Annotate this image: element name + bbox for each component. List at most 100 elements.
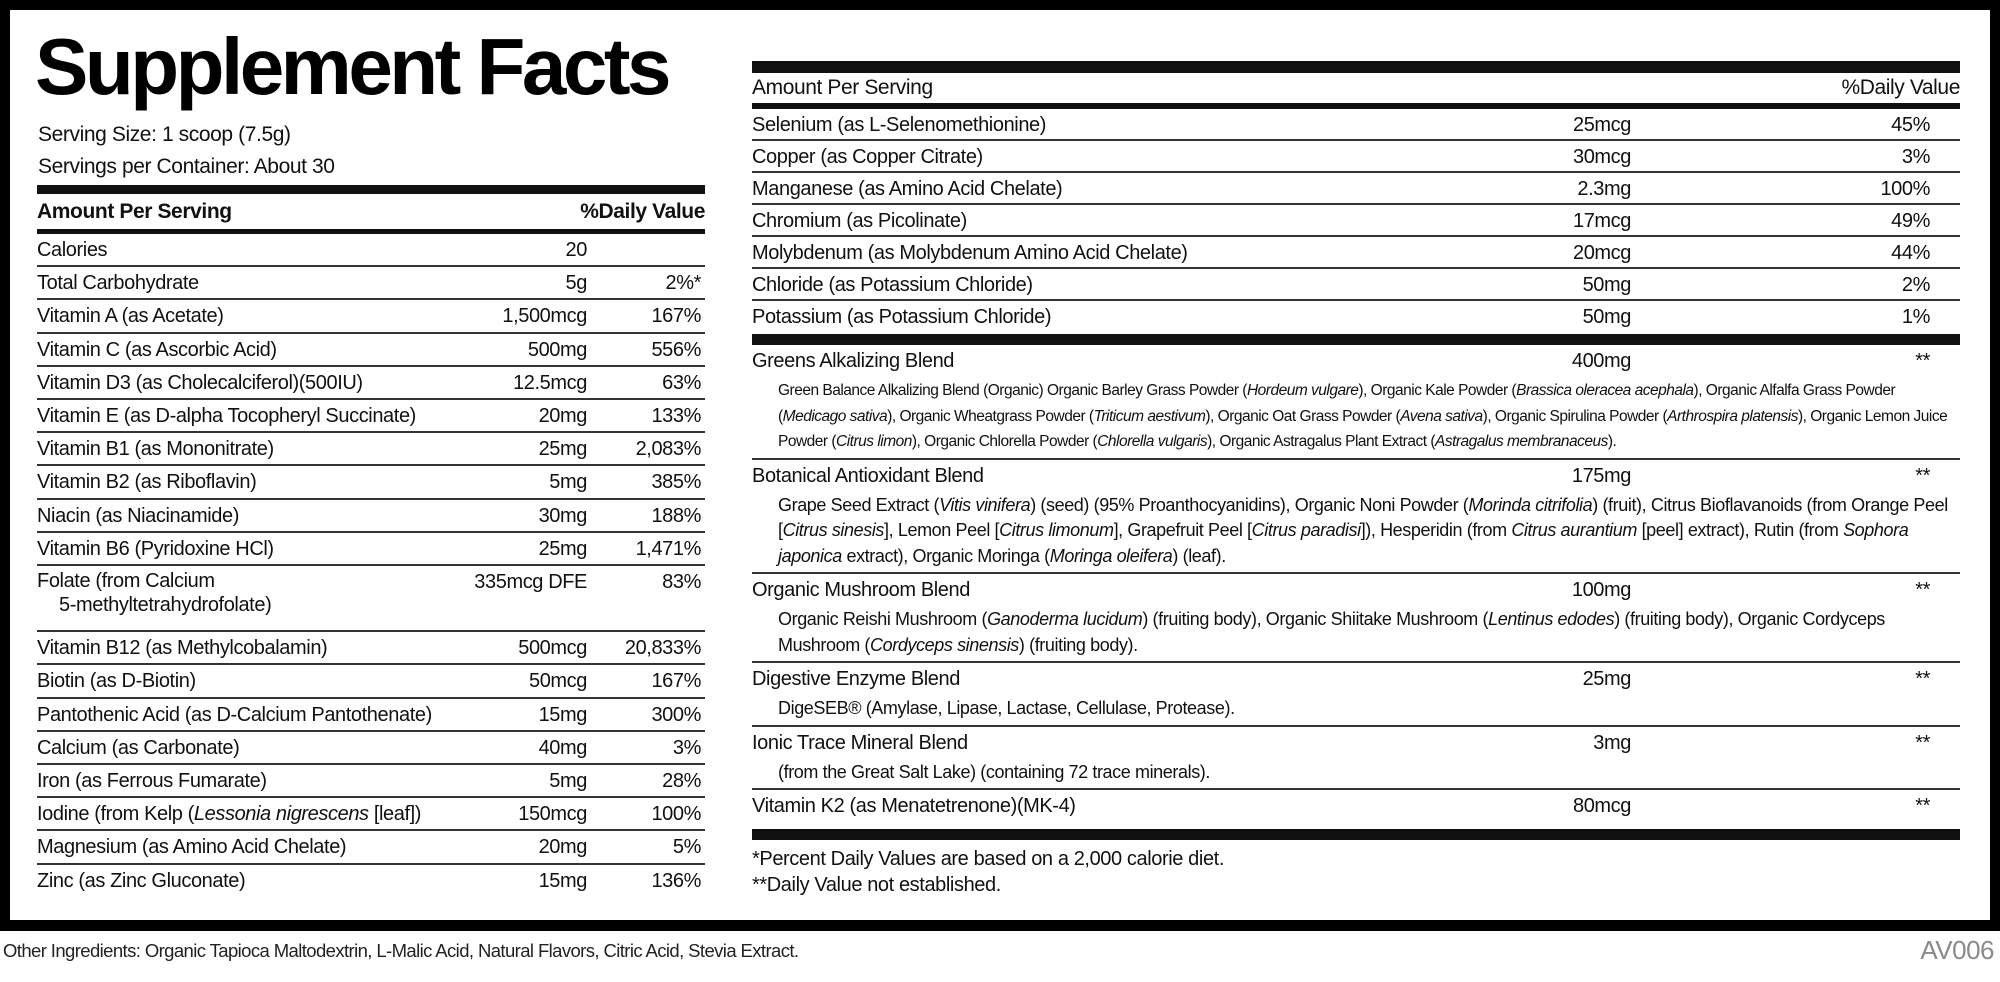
- header-amount-per-serving: Amount Per Serving: [37, 200, 232, 223]
- latin-name: Cordyceps sinensis: [870, 634, 1019, 655]
- text-segment: ) (seed) (95% Proanthocyanidins), Organi…: [1030, 494, 1469, 515]
- nutrient-name-line: Niacin (as Niacinamide): [37, 504, 239, 527]
- latin-name: Hordeum vulgare: [1246, 382, 1359, 399]
- nutrient-name: Organic Mushroom Blend: [752, 577, 970, 603]
- text-segment: Organic Reishi Mushroom (: [778, 609, 988, 629]
- nutrient-name: Ionic Trace Mineral Blend: [752, 730, 968, 756]
- latin-name: Citrus paradisi: [1251, 520, 1361, 540]
- daily-value: 49%: [1891, 210, 1930, 232]
- table-row: Chloride (as Potassium Chloride) 50mg 2%: [752, 269, 1960, 301]
- daily-value: 133%: [651, 404, 701, 427]
- latin-name: Citrus limonum: [999, 520, 1114, 540]
- nutrient-name: Zinc (as Zinc Gluconate): [37, 868, 246, 894]
- nutrient-name: Manganese (as Amino Acid Chelate): [752, 176, 1063, 202]
- blend-row: Ionic Trace Mineral Blend 3mg **: [752, 727, 1960, 759]
- table-row: Total Carbohydrate 5g 2%*: [37, 267, 705, 301]
- table-row: Vitamin E (as D-alpha Tocopheryl Succina…: [37, 400, 705, 434]
- daily-value: 3%: [1901, 146, 1931, 168]
- nutrient-name: Vitamin B2 (as Riboflavin): [37, 469, 257, 495]
- table-row: Copper (as Copper Citrate) 30mcg 3%: [752, 141, 1960, 173]
- daily-value: 28%: [662, 770, 701, 793]
- amount: 12.5mcg: [513, 371, 587, 394]
- text-segment: Green Balance Alkalizing Blend (Organic)…: [778, 382, 1247, 399]
- nutrient-name-line: Total Carbohydrate: [37, 272, 199, 295]
- text-segment: ], Grapefruit Peel [: [1113, 520, 1252, 540]
- amount: 500mcg: [518, 637, 587, 660]
- table-row: Niacin (as Niacinamide) 30mg 188%: [37, 500, 705, 533]
- right-table-header: Amount Per Serving %Daily Value: [752, 74, 1960, 102]
- nutrient-name: Pantothenic Acid (as D-Calcium Pantothen…: [37, 702, 432, 728]
- nutrient-name: Magnesium (as Amino Acid Chelate): [37, 834, 347, 860]
- daily-value: **: [1915, 579, 1930, 601]
- daily-value: 20,833%: [624, 637, 702, 660]
- latin-name: Vitis vinifera: [939, 494, 1031, 515]
- daily-value: **: [1915, 731, 1930, 754]
- daily-value: 556%: [651, 338, 701, 361]
- blend-row: Greens Alkalizing Blend 400mg **: [752, 345, 1960, 377]
- daily-value: 1%: [1901, 306, 1931, 328]
- latin-name: Lessonia nigrescens: [193, 803, 369, 826]
- nutrient-name: Copper (as Copper Citrate): [752, 144, 983, 170]
- daily-value: **: [1915, 350, 1930, 372]
- footnote-not-established: **Daily Value not established.: [752, 874, 1001, 896]
- amount: 500mg: [527, 338, 588, 361]
- amount: 25mg: [538, 537, 588, 560]
- other-ingredients: Other Ingredients: Organic Tapioca Malto…: [3, 940, 799, 961]
- nutrient-name-line: Manganese (as Amino Acid Chelate): [752, 178, 1063, 200]
- nutrient-name-line: Calcium (as Carbonate): [37, 736, 240, 759]
- nutrient-name: Niacin (as Niacinamide): [37, 503, 239, 529]
- amount: 2.3mg: [1577, 178, 1631, 200]
- nutrient-name-line: Folate (from Calcium: [37, 569, 215, 592]
- header-daily-value: %Daily Value: [580, 200, 705, 223]
- nutrient-name: Iron (as Ferrous Fumarate): [37, 768, 267, 794]
- daily-value: **: [1915, 795, 1930, 817]
- table-row: Zinc (as Zinc Gluconate) 15mg 136%: [37, 865, 705, 898]
- nutrient-name-line: Biotin (as D-Biotin): [37, 670, 196, 693]
- latin-name: Arthrospira platensis: [1667, 407, 1798, 425]
- daily-value: 100%: [1880, 178, 1930, 200]
- daily-value: 5%: [672, 836, 702, 859]
- nutrient-name-line: Organic Mushroom Blend: [752, 579, 970, 601]
- amount: 400mg: [1571, 350, 1632, 372]
- amount: 50mg: [1582, 274, 1632, 296]
- table-row: Calcium (as Carbonate) 40mg 3%: [37, 732, 705, 766]
- latin-name: Moringa oleifera: [1049, 545, 1173, 566]
- amount: 25mg: [1582, 668, 1632, 690]
- table-row: Chromium (as Picolinate) 17mcg 49%: [752, 205, 1960, 237]
- amount: 15mg: [538, 703, 588, 726]
- nutrient-name-line: Vitamin B6 (Pyridoxine HCl): [37, 537, 274, 560]
- nutrient-name: Folate (from Calcium 5-methyltetrahydrofo…: [37, 569, 272, 617]
- amount: 25mg: [538, 438, 588, 461]
- right-nutrient-table: Selenium (as L-Selenomethionine) 25mcg 45%…: [752, 109, 1960, 333]
- nutrient-name: Biotin (as D-Biotin): [37, 668, 196, 694]
- nutrient-name: Iodine (from Kelp (Lessonia nigrescens […: [37, 801, 421, 827]
- nutrient-name: Vitamin E (as D-alpha Tocopheryl Succina…: [37, 403, 416, 429]
- header-amount-per-serving: Amount Per Serving: [752, 76, 933, 99]
- table-row: Pantothenic Acid (as D-Calcium Pantothen…: [37, 699, 705, 732]
- daily-value: 2%*: [665, 272, 702, 295]
- daily-value: 188%: [651, 504, 701, 527]
- amount: 50mg: [1582, 306, 1632, 328]
- servings-per-container: Servings per Container: About 30: [38, 155, 335, 178]
- text-segment: (from the Great Salt Lake) (containing 7…: [778, 761, 1210, 782]
- latin-name: Sophora japonica: [778, 520, 1909, 566]
- table-row: Molybdenum (as Molybdenum Amino Acid Che…: [752, 237, 1960, 269]
- nutrient-name: Vitamin C (as Ascorbic Acid): [37, 337, 277, 363]
- nutrient-name: Botanical Antioxidant Blend: [752, 463, 984, 489]
- table-row: Magnesium (as Amino Acid Chelate) 20mg 5%: [37, 831, 705, 865]
- amount: 50mcg: [528, 670, 587, 693]
- table-row: Folate (from Calcium 5-methyltetrahydrofo…: [37, 566, 705, 633]
- nutrient-name-line: Vitamin C (as Ascorbic Acid): [37, 338, 277, 361]
- latin-name: Citrus sinesis: [782, 520, 885, 540]
- blend-ingredients: Green Balance Alkalizing Blend (Organic)…: [752, 377, 1960, 460]
- nutrient-name: Calcium (as Carbonate): [37, 735, 240, 761]
- text-segment: ), Organic Wheatgrass Powder (: [887, 407, 1094, 425]
- text-segment: ) (fruit), Citrus Bioflavanoids (from Or…: [778, 494, 1948, 541]
- nutrient-name: Vitamin A (as Acetate): [37, 303, 224, 329]
- nutrient-name-line: Vitamin B1 (as Mononitrate): [37, 438, 274, 461]
- text-segment: Iodine (from Kelp (: [37, 803, 194, 826]
- amount: 20mg: [538, 836, 588, 859]
- thick-divider: [752, 334, 1960, 345]
- daily-value: 44%: [1891, 242, 1930, 264]
- daily-value: 45%: [1891, 114, 1930, 136]
